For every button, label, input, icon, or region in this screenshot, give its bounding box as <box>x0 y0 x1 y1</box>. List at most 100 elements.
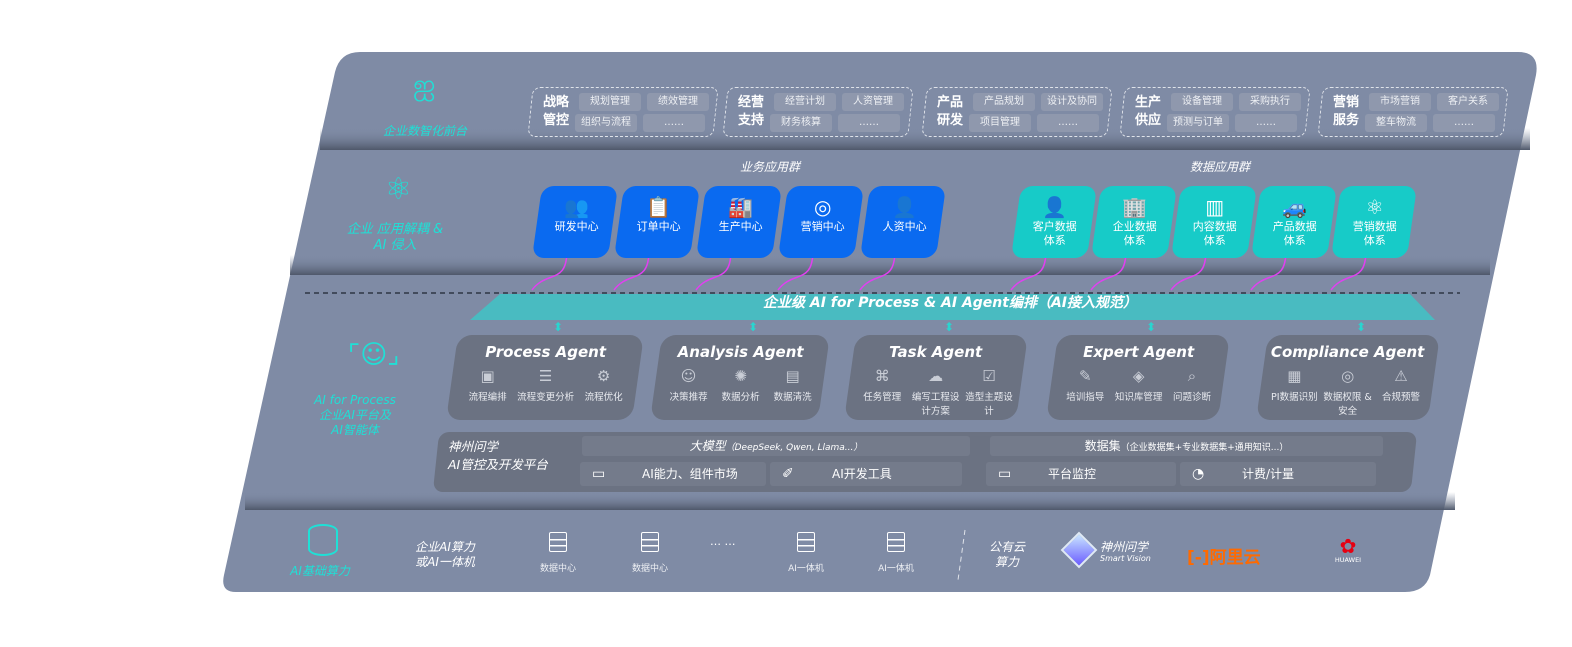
enterprise-compute-line: 企业AI算力 <box>415 540 475 554</box>
business-app-card[interactable]: 📋 订单中心 <box>613 186 701 258</box>
capability-item[interactable]: 产品规划 <box>973 93 1035 111</box>
server-icon <box>797 532 815 552</box>
agent-card[interactable]: Task Agent ⌘ 任务管理 ☁ 编写工程设计方案 ☑ 造型主题设计 <box>844 335 1028 420</box>
face-scan-icon: ⌜☺⌟ <box>348 340 400 370</box>
capability-label: 决策推荐 <box>669 392 708 403</box>
app-card-label: 企业数据体系 <box>1112 220 1157 247</box>
capability-item[interactable]: 绩效管理 <box>647 93 709 111</box>
agent-card[interactable]: Compliance Agent ▦ PI数据识别 ◎ 数据权限 & 安全 ⚠ 合规预警 <box>1256 335 1440 420</box>
agent-card[interactable]: Process Agent ▣ 流程编排 ☰ 流程变更分析 ⚙ 流程优化 <box>446 335 644 420</box>
down-arrow-icon: ⬍ <box>1356 320 1367 334</box>
capability-item[interactable]: 整车物流 <box>1365 114 1427 132</box>
capability-item[interactable]: 人资管理 <box>842 93 904 111</box>
platform-tool[interactable]: ✐ AI开发工具 <box>770 462 962 486</box>
connector-arrow <box>613 249 650 291</box>
dataset-header: 数据集（企业数据集+专业数据集+通用知识...） <box>990 436 1383 456</box>
capability-item[interactable]: 设备管理 <box>1171 93 1233 111</box>
connector-arrow <box>1090 249 1127 291</box>
capability-label: 培训指导 <box>1066 392 1105 403</box>
data-app-card[interactable]: 🏢 企业数据体系 <box>1090 186 1178 258</box>
agent-capability[interactable]: ▦ PI数据识别 <box>1268 367 1321 417</box>
capability-item[interactable]: 组织与流程 <box>575 114 637 132</box>
agent-capabilities: ☺ 决策推荐 ✺ 数据分析 ▤ 数据清洗 <box>657 367 825 403</box>
business-app-card[interactable]: 👥 研发中心 <box>531 186 619 258</box>
capability-item[interactable]: 设计及协同 <box>1041 93 1103 111</box>
connector-arrow <box>1330 249 1367 291</box>
capability-item[interactable]: 预测与订单 <box>1167 114 1229 132</box>
connector-arrow <box>859 249 896 291</box>
agent-capability[interactable]: ☑ 造型主题设计 <box>963 367 1016 417</box>
capability-icon: ⌕ <box>1187 367 1197 385</box>
agent-capability[interactable]: ▤ 数据清洗 <box>767 367 818 403</box>
capability-icon: ▣ <box>480 367 495 385</box>
factory-icon: 🏭 <box>728 195 754 219</box>
capability-group: 产品研发 产品规划 设计及协同 项目管理 …… <box>921 87 1113 137</box>
agent-capability[interactable]: ☁ 编写工程设计方案 <box>909 367 962 417</box>
data-app-card[interactable]: ▥ 内容数据体系 <box>1170 186 1258 258</box>
model-header: 大模型（DeepSeek, Qwen, Llama...） <box>582 436 970 456</box>
capability-label: 流程编排 <box>468 392 507 403</box>
platform-tool[interactable]: ◔ 计费/计量 <box>1180 462 1376 486</box>
agent-capability[interactable]: ◎ 数据权限 & 安全 <box>1321 367 1374 417</box>
down-arrow-icon: ⬍ <box>944 320 955 334</box>
capability-item[interactable]: …… <box>838 114 900 132</box>
agent-capability[interactable]: ◈ 知识库管理 <box>1112 367 1165 403</box>
agent-capability[interactable]: ⌕ 问题诊断 <box>1166 367 1219 403</box>
business-app-card[interactable]: ◎ 营销中心 <box>777 186 865 258</box>
model-header-label: 大模型 <box>689 439 726 453</box>
agent-capability[interactable]: ▣ 流程编排 <box>459 367 516 403</box>
server-label: AI一体机 <box>788 564 824 574</box>
connector-arrow <box>777 249 814 291</box>
capability-item[interactable]: 客户关系 <box>1437 93 1499 111</box>
agent-name: Task Agent <box>889 343 983 361</box>
connector-arrow <box>1250 249 1287 291</box>
agent-capability[interactable]: ✺ 数据分析 <box>715 367 766 403</box>
database-icon <box>308 524 338 556</box>
smartvision-name: 神州问学 <box>1100 540 1149 554</box>
capability-item[interactable]: 经营计划 <box>774 93 836 111</box>
business-app-card[interactable]: 👤 人资中心 <box>859 186 947 258</box>
business-app-card[interactable]: 🏭 生产中心 <box>695 186 783 258</box>
platform-tool-label: AI能力、组件市场 <box>642 467 738 481</box>
app-card-inner: 🚙 产品数据体系 <box>1257 186 1333 248</box>
agent-card[interactable]: Analysis Agent ☺ 决策推荐 ✺ 数据分析 ▤ 数据清洗 <box>650 335 830 420</box>
capability-item[interactable]: …… <box>1433 114 1495 132</box>
capability-group-title: 产品研发 <box>937 95 964 128</box>
platform-tool[interactable]: ▭ 平台监控 <box>986 462 1176 486</box>
capability-item[interactable]: …… <box>1037 114 1099 132</box>
dev-platform-title-line: AI管控及开发平台 <box>448 457 548 472</box>
capability-item[interactable]: …… <box>643 114 705 132</box>
connector-arrow <box>1010 249 1047 291</box>
agent-card[interactable]: Expert Agent ✎ 培训指导 ◈ 知识库管理 ⌕ 问题诊断 <box>1046 335 1230 420</box>
data-app-card[interactable]: 🚙 产品数据体系 <box>1250 186 1338 258</box>
agent-capability[interactable]: ⚙ 流程优化 <box>575 367 632 403</box>
capability-item[interactable]: 规划管理 <box>579 93 641 111</box>
capability-item[interactable]: 项目管理 <box>969 114 1031 132</box>
capability-group-title: 战略管控 <box>543 95 570 128</box>
data-app-card[interactable]: ⚛ 营销数据体系 <box>1330 186 1418 258</box>
dev-platform-title: 神州问学 AI管控及开发平台 <box>448 438 548 474</box>
app-card-inner: ◎ 营销中心 <box>785 186 861 234</box>
platform-tool[interactable]: ▭ AI能力、组件市场 <box>580 462 766 486</box>
capability-label: 流程优化 <box>584 392 623 403</box>
agent-capability[interactable]: ⌘ 任务管理 <box>856 367 909 417</box>
app-card-inner: 👥 研发中心 <box>539 186 615 234</box>
capability-item[interactable]: …… <box>1235 114 1297 132</box>
compute-server: 数据中心 <box>528 532 588 574</box>
agent-capability[interactable]: ☺ 决策推荐 <box>663 367 714 403</box>
app-card-inner: 🏢 企业数据体系 <box>1097 186 1173 248</box>
capability-label: 流程变更分析 <box>517 392 575 403</box>
agent-capability[interactable]: ☰ 流程变更分析 <box>517 367 574 403</box>
agent-capability[interactable]: ✎ 培训指导 <box>1059 367 1112 403</box>
capability-item[interactable]: 市场营销 <box>1369 93 1431 111</box>
capability-item[interactable]: 采购执行 <box>1239 93 1301 111</box>
capability-icon: ☰ <box>538 367 553 385</box>
capability-item[interactable]: 财务核算 <box>770 114 832 132</box>
agent-capability[interactable]: ⚠ 合规预警 <box>1375 367 1428 417</box>
public-cloud-line: 公有云 <box>988 540 1025 554</box>
compute-server: AI一体机 <box>866 532 926 574</box>
capability-label: 编写工程设计方案 <box>911 392 960 417</box>
data-app-card[interactable]: 👤 客户数据体系 <box>1010 186 1098 258</box>
enterprise-compute-label: 企业AI算力 或AI一体机 <box>405 540 485 570</box>
dev-platform-title-line: 神州问学 <box>448 439 499 454</box>
